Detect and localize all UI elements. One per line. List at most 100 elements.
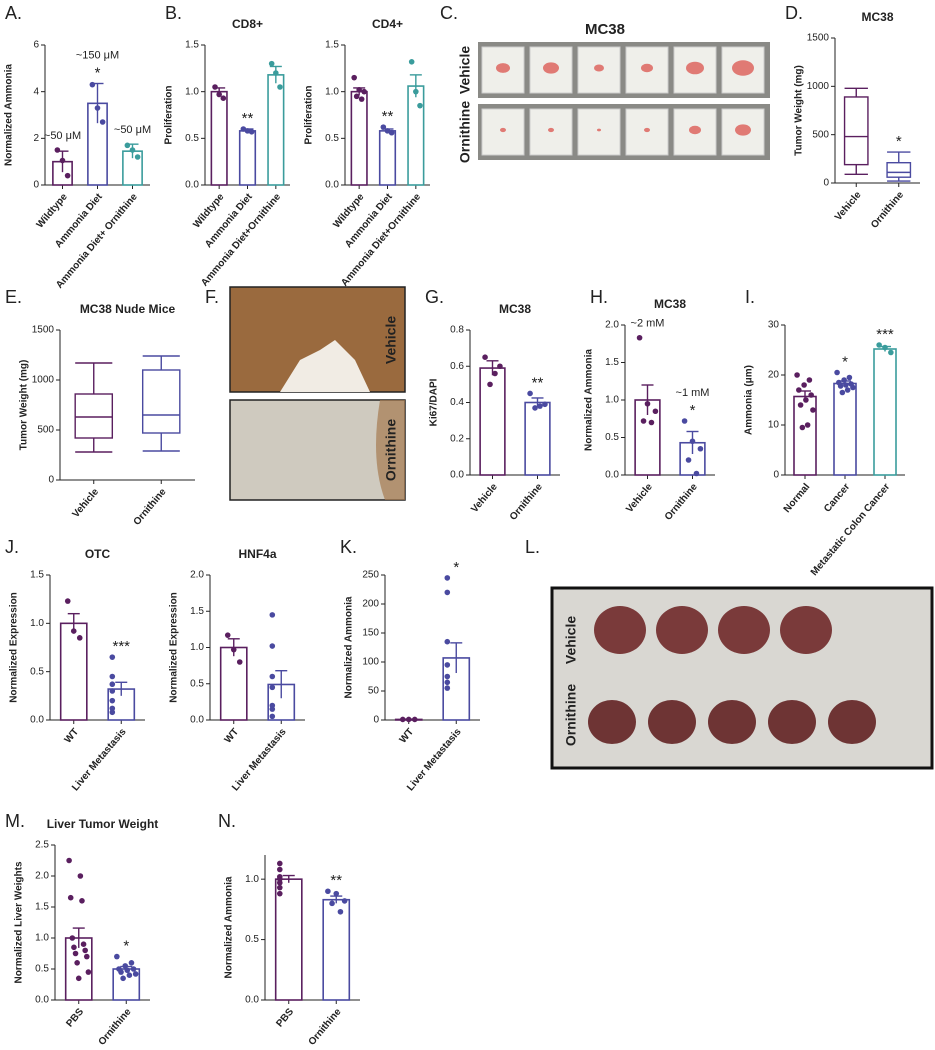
- data-point: [269, 706, 276, 712]
- panel-label: J.: [5, 537, 19, 557]
- x-tick-label: WT: [398, 727, 416, 746]
- y-tick-label: 1.5: [605, 357, 619, 368]
- data-point: [388, 129, 395, 136]
- panel-label: A.: [5, 3, 22, 23]
- error-bar: [72, 927, 85, 948]
- y-axis-label: Ki67/DAPI: [429, 378, 440, 426]
- row-label: Vehicle: [383, 316, 399, 364]
- x-tick-label: Metastatic Colon Cancer: [809, 481, 893, 578]
- data-point: [413, 88, 419, 95]
- liver: [718, 606, 770, 654]
- y-axis-label: Proliferation: [164, 86, 175, 145]
- data-point: [652, 408, 659, 415]
- bar: [59, 622, 88, 721]
- x-tick-label: Ornithine: [132, 486, 169, 527]
- y-tick-label: 6: [33, 40, 39, 51]
- data-point: [356, 87, 362, 93]
- tray: [577, 108, 621, 156]
- data-point: [212, 84, 218, 90]
- error-bar: [115, 681, 128, 696]
- x-tick-label: Ornithine: [307, 1006, 344, 1047]
- y-tick-label: 1500: [32, 325, 55, 336]
- y-tick-label: 0.0: [605, 470, 619, 481]
- y-axis-label: Tumor Weight (mg): [19, 360, 30, 451]
- data-point: [648, 419, 655, 426]
- tumor: [594, 64, 604, 72]
- y-tick-label: 0.0: [325, 180, 339, 191]
- y-tick-label: 0: [373, 715, 379, 726]
- x-tick-label: WT: [63, 727, 81, 746]
- significance: *: [896, 133, 902, 150]
- data-point: [109, 681, 116, 688]
- data-point: [644, 400, 651, 407]
- liver: [768, 700, 816, 744]
- data-point: [325, 888, 331, 895]
- y-tick-label: 0: [48, 475, 54, 486]
- y-tick-label: 100: [362, 657, 379, 668]
- tissue-gap: [280, 340, 370, 392]
- data-point: [333, 890, 340, 897]
- data-point: [269, 673, 276, 680]
- data-point: [72, 950, 79, 957]
- data-point: [277, 84, 283, 90]
- data-point: [808, 392, 814, 398]
- panel-label: F.: [205, 287, 219, 307]
- y-tick-label: 2.0: [605, 320, 619, 331]
- y-tick-label: 1.5: [185, 40, 199, 51]
- panel-label: K.: [340, 537, 357, 557]
- panel-label: N.: [218, 811, 236, 831]
- data-point: [487, 381, 493, 388]
- data-point: [109, 697, 116, 704]
- data-point: [99, 119, 106, 125]
- y-tick-label: 0.5: [605, 432, 619, 443]
- y-tick-label: 0.8: [450, 325, 464, 336]
- tray: [625, 46, 669, 94]
- box: [886, 161, 912, 178]
- tumor: [686, 61, 704, 75]
- data-point: [124, 142, 131, 149]
- data-point: [69, 935, 76, 941]
- data-point: [66, 857, 72, 864]
- x-tick-label: Ornithine: [508, 481, 545, 522]
- row-label: Vehicle: [563, 616, 579, 664]
- annotation: ~1 mM: [676, 387, 710, 399]
- row-label: Ornithine: [563, 684, 579, 746]
- y-tick-label: 1.5: [30, 570, 44, 581]
- data-point: [361, 88, 367, 95]
- y-tick-label: 1.0: [325, 86, 339, 97]
- chart-title: MC38: [499, 302, 531, 316]
- y-tick-label: 1.0: [185, 86, 199, 97]
- data-point: [444, 575, 451, 581]
- data-point: [109, 688, 116, 694]
- tumor: [689, 125, 701, 135]
- y-tick-label: 0.5: [325, 133, 339, 144]
- data-point: [351, 74, 357, 81]
- chart-title: HNF4a: [238, 547, 276, 561]
- data-point: [492, 370, 498, 377]
- y-tick-label: 150: [362, 628, 379, 639]
- data-point: [220, 95, 227, 101]
- tumor: [496, 63, 510, 73]
- data-point: [353, 93, 360, 100]
- liver: [656, 606, 708, 654]
- data-point: [224, 632, 231, 638]
- panel-label: G.: [425, 287, 444, 307]
- y-tick-label: 4: [33, 86, 39, 97]
- data-point: [876, 342, 882, 348]
- bar: [378, 130, 397, 186]
- y-tick-label: 0.5: [35, 964, 49, 975]
- x-tick-label: Liver Metastasis: [405, 726, 464, 793]
- data-point: [482, 354, 488, 360]
- significance: **: [382, 108, 394, 125]
- x-tick-label: Vehicle: [70, 486, 101, 520]
- data-point: [54, 147, 61, 153]
- data-point: [79, 898, 85, 904]
- data-point: [276, 890, 283, 897]
- data-point: [76, 635, 83, 641]
- data-point: [122, 963, 129, 969]
- box: [74, 393, 114, 439]
- data-point: [118, 969, 124, 975]
- data-point: [689, 438, 696, 445]
- data-point: [380, 124, 387, 130]
